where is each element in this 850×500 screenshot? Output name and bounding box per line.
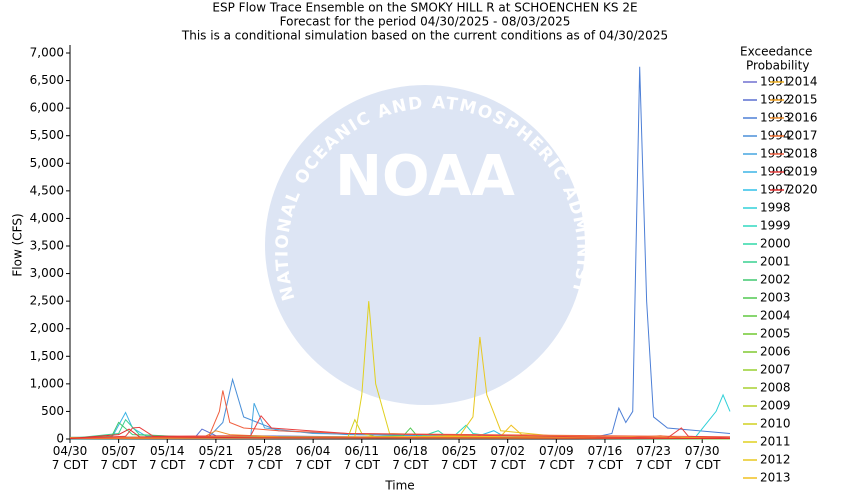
x-tick-label-line: 07/23 xyxy=(636,444,671,458)
x-tick-label: 05/07 7 CDT xyxy=(100,444,137,472)
legend-label: 2000 xyxy=(760,237,791,251)
legend-label: 2020 xyxy=(787,183,818,197)
chart-subtitle: Forecast for the period 04/30/2025 - 08/… xyxy=(280,15,571,29)
y-tick-label: 0 xyxy=(56,432,64,446)
x-tick-label-line: 05/28 xyxy=(247,444,282,458)
x-tick-label-line: 7 CDT xyxy=(344,458,381,472)
x-tick-label-line: 07/16 xyxy=(588,444,623,458)
x-tick-label-line: 7 CDT xyxy=(392,458,429,472)
legend-label: 2010 xyxy=(760,417,791,431)
y-tick-label: 5,500 xyxy=(30,128,64,142)
legend-label: 2013 xyxy=(760,471,791,485)
x-tick-label-line: 7 CDT xyxy=(635,458,672,472)
y-tick-label: 7,000 xyxy=(30,46,64,60)
x-tick-label: 06/25 7 CDT xyxy=(441,444,478,472)
flow-trace xyxy=(69,390,731,439)
flow-trace xyxy=(69,414,731,439)
x-tick-label-line: 7 CDT xyxy=(295,458,332,472)
flow-trace xyxy=(69,428,731,439)
y-tick-label: 5,000 xyxy=(30,156,64,170)
x-tick-label: 07/30 7 CDT xyxy=(684,444,721,472)
legend-label: 2012 xyxy=(760,453,791,467)
x-tick-label-line: 06/04 xyxy=(296,444,331,458)
x-tick-label: 06/11 7 CDT xyxy=(344,444,381,472)
legend-label: 2016 xyxy=(787,111,818,125)
x-tick-label-line: 7 CDT xyxy=(52,458,89,472)
x-tick-label-line: 06/25 xyxy=(442,444,477,458)
legend-label: 2008 xyxy=(760,381,791,395)
x-tick-label: 04/30 7 CDT xyxy=(52,444,89,472)
x-tick-label-line: 05/07 xyxy=(101,444,136,458)
legend-label: 2015 xyxy=(787,93,818,107)
x-tick-label: 05/28 7 CDT xyxy=(246,444,283,472)
x-tick-label: 05/14 7 CDT xyxy=(149,444,186,472)
x-tick-label-line: 7 CDT xyxy=(246,458,283,472)
legend-label: 2006 xyxy=(760,345,791,359)
x-tick-label: 07/02 7 CDT xyxy=(489,444,526,472)
x-tick-label-line: 7 CDT xyxy=(538,458,575,472)
plot: 0 500 1,000 1,500 2,000 2,500 3,000 3,500 4,000 4… xyxy=(30,45,731,472)
legend-label: 2018 xyxy=(787,147,818,161)
y-tick-label: 6,500 xyxy=(30,73,64,87)
watermark-logo: NOAA xyxy=(335,144,515,209)
chart-subtitle: This is a conditional simulation based o… xyxy=(181,29,668,43)
x-tick-label-line: 7 CDT xyxy=(684,458,721,472)
x-tick-label-line: 7 CDT xyxy=(100,458,137,472)
x-tick-label: 07/09 7 CDT xyxy=(538,444,575,472)
flow-trace xyxy=(70,66,731,439)
legend-label: 2009 xyxy=(760,399,791,413)
x-tick-label-line: 7 CDT xyxy=(149,458,186,472)
legend-label: 2003 xyxy=(760,291,791,305)
y-tick-label: 2,000 xyxy=(30,321,64,335)
y-tick-label: 1,500 xyxy=(30,349,64,363)
watermark-disc xyxy=(265,85,585,405)
legend-label: 2002 xyxy=(760,273,791,287)
x-tick-label-line: 07/09 xyxy=(539,444,574,458)
x-tick-label: 06/04 7 CDT xyxy=(295,444,332,472)
legend-label: 1998 xyxy=(760,201,791,215)
legend-label: 1999 xyxy=(760,219,791,233)
legend-label: 2005 xyxy=(760,327,791,341)
legend-title: Exceedance xyxy=(740,45,812,59)
x-tick-label-line: 7 CDT xyxy=(441,458,478,472)
x-tick-label-line: 06/18 xyxy=(393,444,428,458)
legend-label: 2017 xyxy=(787,129,818,143)
legend-label: 2007 xyxy=(760,363,791,377)
chart-title: ESP Flow Trace Ensemble on the SMOKY HIL… xyxy=(212,1,637,15)
x-tick-label: 06/18 7 CDT xyxy=(392,444,429,472)
x-tick-label-line: 07/30 xyxy=(685,444,720,458)
y-tick-label: 6,000 xyxy=(30,101,64,115)
x-tick-label-line: 05/14 xyxy=(150,444,185,458)
y-tick-label: 3,000 xyxy=(30,266,64,280)
x-tick-label-line: 7 CDT xyxy=(587,458,624,472)
legend-label: 2004 xyxy=(760,309,791,323)
y-tick-label: 2,500 xyxy=(30,294,64,308)
legend-label: 2019 xyxy=(787,165,818,179)
y-tick-label: 500 xyxy=(41,404,64,418)
legend-label: 2001 xyxy=(760,255,791,269)
x-tick-label-line: 07/02 xyxy=(490,444,525,458)
x-tick-label: 07/16 7 CDT xyxy=(587,444,624,472)
x-tick-label-line: 7 CDT xyxy=(198,458,235,472)
legend-label: 2011 xyxy=(760,435,791,449)
y-tick-label: 1,000 xyxy=(30,376,64,390)
x-tick-label-line: 06/11 xyxy=(344,444,379,458)
x-tick-label: 05/21 7 CDT xyxy=(198,444,235,472)
watermark: NATIONAL OCEANIC AND ATMOSPHERIC ADMINIS… xyxy=(265,85,585,405)
legend-label: 2014 xyxy=(787,75,818,89)
x-tick-label-line: 04/30 xyxy=(53,444,88,458)
x-tick-label-line: 05/21 xyxy=(199,444,234,458)
y-tick-label: 3,500 xyxy=(30,239,64,253)
x-tick-label-line: 7 CDT xyxy=(489,458,526,472)
y-axis-label: Flow (CFS) xyxy=(11,213,25,276)
legend-title: Probability xyxy=(746,59,809,73)
x-tick-label: 07/23 7 CDT xyxy=(635,444,672,472)
y-tick-label: 4,500 xyxy=(30,183,64,197)
y-tick-label: 4,000 xyxy=(30,211,64,225)
x-axis-label: Time xyxy=(384,479,414,493)
